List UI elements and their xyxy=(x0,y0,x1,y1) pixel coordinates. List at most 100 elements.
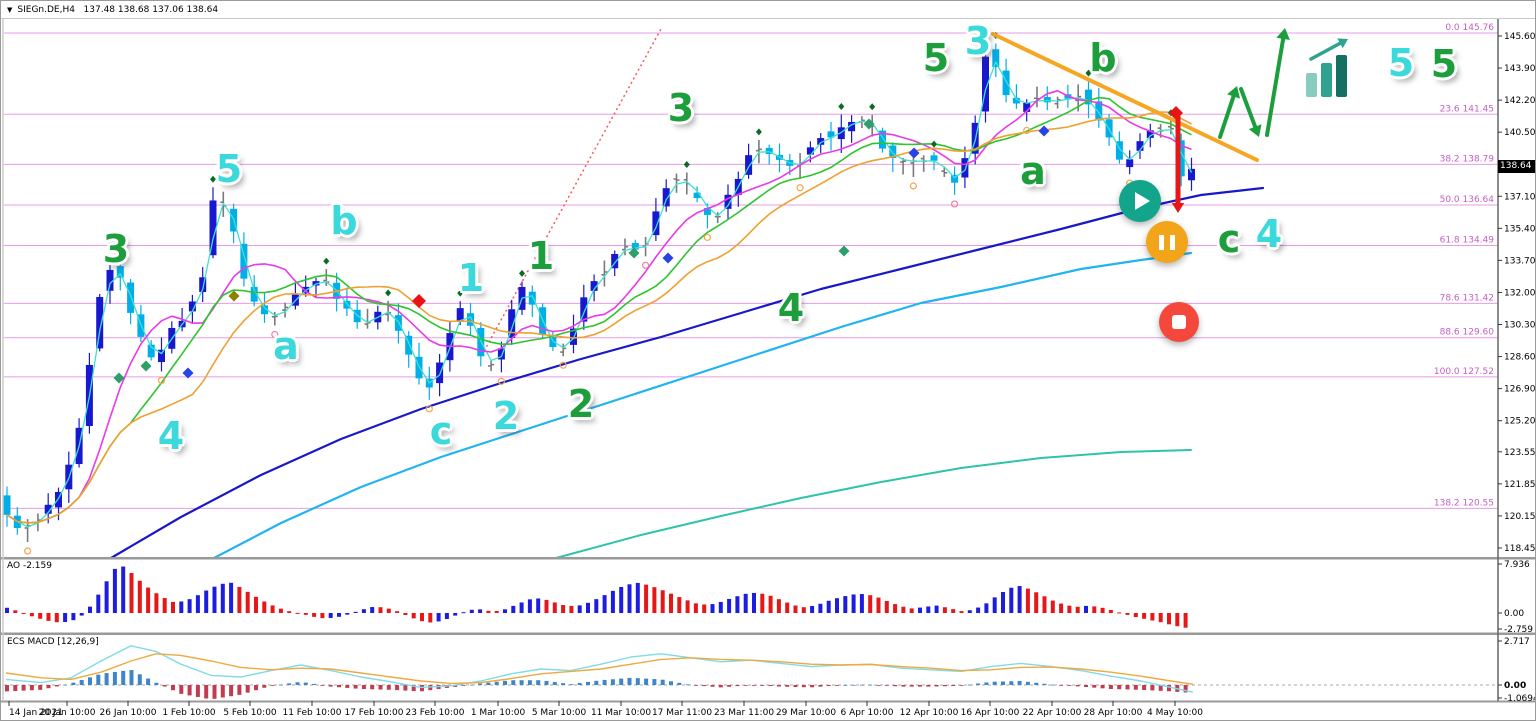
time-tick-label: 17 Mar 11:00 xyxy=(652,708,712,718)
swing-low-circle xyxy=(950,200,959,208)
candle-body xyxy=(961,158,969,178)
candle-body xyxy=(147,344,155,358)
price-tick-label: 128.60 xyxy=(1504,353,1536,363)
fib-label: 100.0 127.52 xyxy=(1434,367,1494,377)
candle-body xyxy=(436,362,444,384)
candle-body xyxy=(199,277,207,293)
candle-body xyxy=(1115,141,1123,160)
chart-icon-bar xyxy=(1306,73,1317,97)
price-tick-label: 130.30 xyxy=(1504,321,1536,331)
time-tick-label: 4 May 10:00 xyxy=(1147,708,1203,718)
pause-button[interactable] xyxy=(1146,221,1188,263)
swing-low-circle xyxy=(425,405,433,413)
signal-markers xyxy=(24,32,1174,555)
candle-body xyxy=(693,192,701,199)
long-ma-line xyxy=(555,449,1192,559)
ao-panel: 7.936 0.00 -2.759 xyxy=(5,560,1533,635)
time-tick-label: 23 Mar 11:00 xyxy=(714,708,774,718)
symbol-dropdown-icon[interactable]: ▼ xyxy=(7,5,13,14)
time-tick-label: 29 Mar 10:00 xyxy=(776,708,836,718)
ao-axis-label: 7.936 xyxy=(1504,560,1530,570)
time-tick-label: 14 Jan 2021 xyxy=(9,708,63,718)
time-tick-label: 6 Apr 10:00 xyxy=(841,708,894,718)
time-tick-label: 17 Feb 10:00 xyxy=(344,708,403,718)
swing-low-circle xyxy=(497,377,505,385)
time-tick-label: 20 Jan 10:00 xyxy=(39,708,96,718)
swing-high-diamond xyxy=(323,257,330,265)
swing-low-circle xyxy=(157,376,166,385)
diamond-marker xyxy=(140,360,152,372)
red-down-arrow[interactable] xyxy=(1171,110,1185,213)
descending-trendline[interactable] xyxy=(991,32,1259,162)
time-tick-label: 1 Feb 10:00 xyxy=(162,708,216,718)
price-tick-label: 123.55 xyxy=(1504,448,1536,458)
candle-body xyxy=(1136,141,1144,151)
price-tick-label: 137.10 xyxy=(1504,192,1536,202)
price-tick-label: 118.45 xyxy=(1504,544,1536,554)
candle-body xyxy=(817,138,825,145)
swing-low-circle xyxy=(559,361,567,369)
price-tick-label: 140.50 xyxy=(1504,128,1536,138)
pause-icon xyxy=(1159,234,1175,250)
long-ma-line xyxy=(212,251,1193,560)
candle-body xyxy=(240,243,248,279)
candle-body xyxy=(158,349,165,363)
candle-body xyxy=(1002,70,1010,96)
diamond-marker xyxy=(863,118,875,130)
green-zigzag-arrow[interactable] xyxy=(1265,28,1290,137)
candle-body xyxy=(1023,102,1031,112)
candle-body xyxy=(508,309,516,338)
candle-body xyxy=(1188,168,1195,181)
candle-body xyxy=(312,281,320,286)
swing-high-diamond xyxy=(117,242,124,250)
short-ma-line xyxy=(6,111,1192,524)
macd-axis-label: 0.00 xyxy=(1504,681,1526,691)
candle-body xyxy=(662,188,670,207)
price-tick-label: 133.70 xyxy=(1504,256,1536,266)
diamond-marker xyxy=(662,252,674,264)
fib-label: 138.2 120.55 xyxy=(1434,498,1494,508)
candle-body xyxy=(848,121,856,132)
diamond-markers xyxy=(113,106,1183,384)
green-zigzag-arrow[interactable] xyxy=(1218,86,1240,139)
price-axis[interactable]: 145.60 143.90 142.20 140.50 137.10 135.40 133.… xyxy=(1498,32,1536,554)
candle-body xyxy=(827,131,835,138)
swing-low-circle xyxy=(24,547,32,555)
candle-body xyxy=(652,211,660,236)
candle-body xyxy=(209,200,217,256)
candle-body xyxy=(982,56,989,112)
candle-body xyxy=(765,147,773,155)
play-icon xyxy=(1135,192,1150,210)
stop-button[interactable] xyxy=(1159,302,1199,342)
candle-body xyxy=(1146,130,1154,138)
diamond-marker xyxy=(838,245,850,257)
candle-body xyxy=(1177,140,1185,177)
candle-body xyxy=(951,174,959,183)
swing-low-circle xyxy=(796,184,804,192)
fib-label: 0.0 145.76 xyxy=(1445,23,1494,33)
swing-low-circle xyxy=(703,233,712,241)
price-tick-label: 121.85 xyxy=(1504,480,1536,490)
chart-icon-up-arrow[interactable] xyxy=(1309,38,1348,61)
time-tick-label: 22 Apr 10:00 xyxy=(1023,708,1082,718)
swing-high-diamond xyxy=(838,102,845,110)
candle-body xyxy=(116,266,124,278)
play-button[interactable] xyxy=(1119,180,1161,222)
diamond-marker xyxy=(412,294,426,308)
chart-icon-bar xyxy=(1321,63,1332,97)
candle-body xyxy=(528,291,536,305)
swing-high-diamond xyxy=(931,140,937,148)
green-zigzag-arrow[interactable] xyxy=(1239,87,1262,137)
candle-body xyxy=(3,495,11,515)
fib-label: 78.6 131.42 xyxy=(1440,293,1494,303)
stop-icon xyxy=(1172,315,1186,329)
candle-body xyxy=(55,491,62,508)
macd-panel: 2.717 0.00 -1.0694 xyxy=(4,637,1536,704)
red-dotted-trendline[interactable] xyxy=(483,28,662,352)
fib-label: 88.6 129.60 xyxy=(1440,328,1495,338)
macd-axis-label: -1.0694 xyxy=(1504,694,1536,704)
swing-high-diamond xyxy=(457,289,464,297)
swing-low-circle xyxy=(271,330,279,339)
